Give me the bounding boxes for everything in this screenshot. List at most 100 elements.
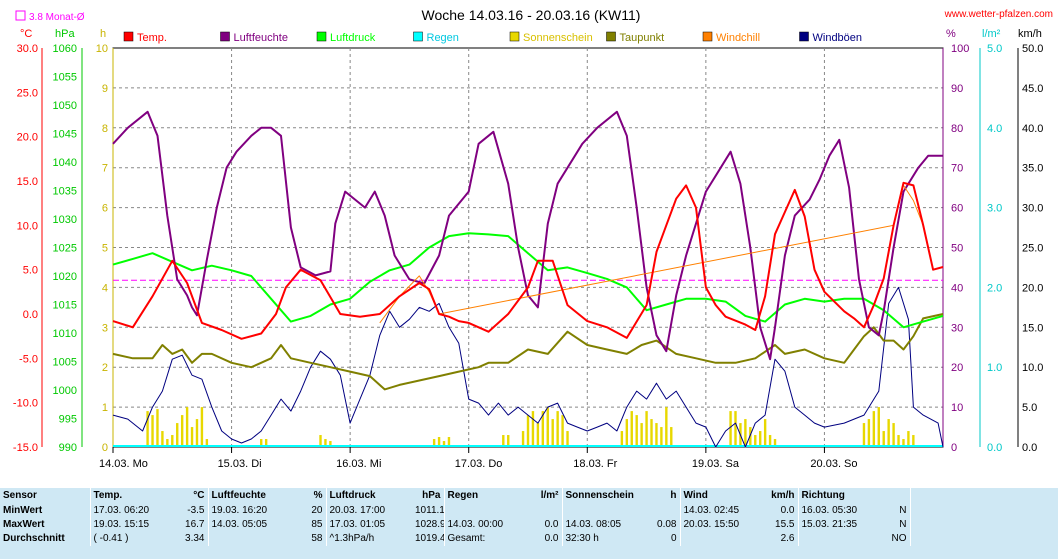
avg-pressure-value: 1019.4 [415, 533, 444, 544]
sun-tick-label: 1 [102, 402, 108, 414]
legend-swatch-icon [702, 31, 713, 42]
min-humidity-time: 19.03. 16:20 [207, 504, 298, 518]
chart-title: Woche 14.03.16 - 20.03.16 (KW11) [422, 7, 641, 23]
sunshine-bar [773, 439, 777, 447]
min-pressure-value: 1011.1 [415, 505, 444, 516]
temp-line [112, 181, 944, 340]
summary-row-avg: Durchschnitt ( -0.41 ) 3.34 58 ^1.3hPa/h… [0, 532, 1058, 546]
summary-header-sun: Sonnenschein [561, 488, 648, 504]
legend-label: Windchill [716, 32, 760, 44]
sunshine-bar [541, 411, 545, 447]
rain-unit-label: l/m² [982, 28, 1001, 40]
sunshine-bar [912, 435, 915, 447]
sunshine-bar [546, 407, 549, 447]
sun-tick-label: 3 [102, 322, 108, 334]
wind-tick-label: 20.0 [1022, 282, 1043, 294]
sunshine-bar [734, 411, 737, 447]
summary-header-pressure: Luftdruck [325, 488, 412, 504]
summary-header-humidity: Luftfeuchte [207, 488, 298, 504]
sunshine-bar [536, 423, 540, 447]
temp-tick-label: 15.0 [17, 176, 38, 188]
max-temp-value: 16.7 [185, 519, 205, 530]
summary-header-sun-unit: h [670, 490, 677, 501]
sunshine-bar [635, 415, 638, 447]
pressure-unit-label: hPa [55, 28, 75, 40]
sunshine-bar [205, 439, 209, 447]
sun-tick-label: 8 [102, 123, 108, 135]
pressure-tick-label: 1005 [53, 357, 77, 369]
sunshine-bar [166, 439, 169, 447]
monthly-avg-marker-icon [15, 10, 26, 21]
min-wind-time: 14.03. 02:45 [679, 504, 764, 518]
pressure-tick-label: 1030 [53, 214, 77, 226]
sunshine-bar [867, 419, 871, 447]
temp-tick-label: 0.0 [23, 309, 38, 321]
weather-chart: 14.03. Mo 15.03. Di 16.03. Mi 17.03. Do 18.0… [13, 7, 1053, 470]
sunshine-bar [561, 415, 564, 447]
legend-label: Sonnenschein [523, 32, 593, 44]
sunshine-bar [754, 435, 757, 447]
humidity-line [112, 110, 943, 361]
sunshine-bar [670, 427, 673, 447]
max-wind-time: 20.03. 15:50 [679, 518, 764, 532]
x-tick-label: 20.03. So [810, 458, 857, 470]
sunshine-bar [650, 419, 653, 447]
avg-humidity-note [207, 532, 298, 546]
min-temp-time: 17.03. 06:20 [89, 504, 178, 518]
wind-tick-label: 45.0 [1022, 83, 1043, 95]
wind-tick-label: 0.0 [1022, 442, 1037, 454]
temp-tick-label: 5.0 [23, 265, 38, 277]
summary-header-dir: Richtung [797, 488, 878, 504]
pressure-tick-label: 1015 [53, 300, 77, 312]
sunshine-bar [151, 415, 154, 447]
monthly-avg-label: 3.8 Monat-Ø [29, 12, 85, 23]
sunshine-bar [645, 411, 648, 447]
sunshine-bar [625, 419, 629, 447]
sunshine-bar [630, 411, 633, 447]
legend-swatch-icon [799, 31, 809, 42]
legend-swatch-icon [316, 31, 327, 42]
sunshine-bar [531, 411, 535, 447]
max-humidity-time: 14.03. 05:05 [207, 518, 298, 532]
sunshine-bar [763, 419, 767, 447]
pressure-tick-label: 1050 [53, 100, 77, 112]
sunshine-bar [526, 415, 530, 447]
sunshine-bar [620, 431, 624, 447]
max-pressure-time: 17.03. 01:05 [325, 518, 412, 532]
temp-tick-label: 10.0 [17, 220, 38, 232]
source-label[interactable]: www.wetter-pfalzen.com [944, 9, 1053, 20]
avg-temp-value: 3.34 [185, 533, 205, 544]
sunshine-bar [566, 431, 569, 447]
max-dir-value: N [899, 519, 907, 530]
sunshine-bar [655, 423, 658, 447]
sunshine-bar [892, 423, 895, 447]
sunshine-bar [195, 419, 199, 447]
summary-table: Sensor Temp. °C Luftfeuchte % Luftdruck … [0, 488, 1058, 559]
summary-row-min: MinWert 17.03. 06:20 -3.5 19.03. 16:20 2… [0, 504, 1058, 518]
wind-tick-label: 5.0 [1022, 402, 1037, 414]
sunshine-bar [180, 415, 184, 447]
avg-dir-note [797, 532, 878, 546]
sunshine-bar [329, 441, 332, 447]
sunshine-bar [432, 439, 436, 447]
sunshine-bar [260, 439, 263, 447]
dewpoint-line [112, 313, 944, 391]
humidity-tick-label: 70 [951, 163, 963, 175]
pressure-tick-label: 1055 [53, 72, 77, 84]
min-sun-time [561, 504, 648, 518]
temp-tick-label: 30.0 [17, 43, 38, 55]
temp-tick-label: -5.0 [19, 353, 38, 365]
wind-unit-label: km/h [1018, 28, 1042, 40]
wind-tick-label: 40.0 [1022, 123, 1043, 135]
summary-header-row: Sensor Temp. °C Luftfeuchte % Luftdruck … [0, 488, 1058, 504]
sunshine-bar [729, 411, 732, 447]
sunshine-bar [171, 435, 174, 447]
sunshine-bar [907, 431, 910, 447]
min-temp-value: -3.5 [187, 505, 205, 516]
sunshine-bar [185, 407, 189, 447]
sunshine-bar [442, 441, 446, 447]
pressure-tick-label: 1020 [53, 271, 77, 283]
legend-label: Taupunkt [620, 32, 665, 44]
humidity-tick-label: 80 [951, 123, 963, 135]
pressure-tick-label: 1045 [53, 129, 77, 141]
